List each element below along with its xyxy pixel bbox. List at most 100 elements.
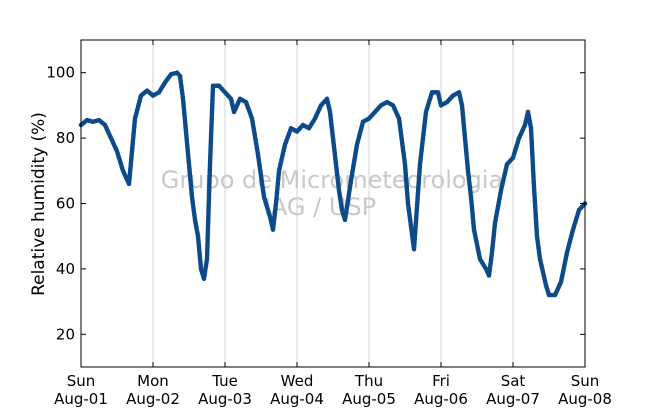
data-point-interp — [113, 147, 119, 152]
data-point-interp — [564, 252, 569, 257]
data-point-interp — [195, 231, 200, 237]
y-tick-label-20: 20 — [56, 325, 75, 343]
data-point-interp — [161, 82, 167, 87]
data-point-interp — [198, 264, 204, 270]
data-point-interp — [377, 104, 382, 110]
data-point-interp — [498, 190, 503, 195]
data-point-interp — [423, 111, 429, 117]
data-point-interp — [183, 127, 189, 132]
data-point-interp — [299, 124, 304, 129]
x-tick-date-0: Aug-01 — [54, 390, 108, 408]
data-point-interp — [449, 94, 454, 100]
data-point-interp — [180, 94, 185, 99]
data-point-interp — [276, 170, 282, 176]
x-tick-day-2: Tue — [211, 372, 238, 390]
data-point-interp — [543, 280, 548, 286]
x-tick-date-2: Aug-03 — [198, 390, 252, 408]
data-point-interp — [570, 229, 575, 235]
data-point-interp — [120, 166, 125, 171]
x-tick-date-5: Aug-06 — [414, 390, 468, 408]
data-point-interp — [311, 118, 317, 123]
data-point-interp — [459, 100, 464, 106]
watermark: Grupo de Micrometeorologia IAG / USP — [161, 166, 503, 221]
x-tick-date-7: Aug-08 — [558, 390, 612, 408]
y-axis-ticks: 20 40 60 80 100 — [46, 64, 585, 343]
data-point-interp — [402, 159, 408, 165]
x-axis-ticks: SunAug-01MonAug-02TueAug-03WedAug-04ThuA… — [54, 40, 612, 408]
x-tick-day-1: Mon — [137, 372, 169, 390]
watermark-line-1: Grupo de Micrometeorologia — [161, 166, 503, 194]
x-tick-day-4: Thu — [354, 372, 383, 390]
x-tick-day-7: Sun — [571, 372, 600, 390]
y-axis-label: Relative humidity (%) — [29, 112, 49, 296]
data-point-interp — [408, 221, 414, 227]
data-point-interp — [273, 203, 279, 208]
data-point-interp — [204, 258, 209, 264]
data-point-interp — [255, 150, 260, 155]
data-point-interp — [192, 215, 197, 220]
data-point-interp — [528, 123, 533, 129]
data-point-interp — [364, 117, 370, 122]
data-point-interp — [327, 107, 332, 113]
data-point-interp — [282, 144, 287, 150]
x-tick-day-3: Wed — [281, 372, 314, 390]
data-point-interp — [248, 114, 254, 119]
data-point-interp — [214, 83, 220, 89]
data-point-interp — [388, 102, 394, 107]
data-point-interp — [241, 98, 247, 104]
data-point-interp — [504, 164, 509, 169]
data-point-interp — [482, 264, 488, 270]
data-point-interp — [129, 151, 135, 156]
data-point-interp — [154, 91, 160, 96]
data-point-interp — [382, 100, 388, 106]
data-point-interp — [489, 252, 495, 258]
y-tick-label-80: 80 — [56, 129, 75, 147]
data-point-interp — [330, 133, 336, 139]
data-point-interp — [521, 124, 527, 130]
data-point-interp — [172, 70, 178, 76]
data-point-interp — [405, 199, 411, 204]
data-point-interp — [395, 114, 401, 119]
x-tick-date-3: Aug-04 — [270, 390, 324, 408]
data-point-interp — [534, 231, 540, 237]
data-point-interp — [348, 180, 353, 186]
data-point-interp — [492, 223, 498, 228]
watermark-line-2: IAG / USP — [264, 193, 376, 221]
data-point-interp — [333, 159, 339, 165]
x-tick-day-6: Sat — [501, 372, 526, 390]
data-point-interp — [516, 137, 521, 143]
data-point-interp — [471, 225, 477, 230]
data-point-interp — [227, 94, 232, 100]
x-tick-date-1: Aug-02 — [126, 390, 180, 408]
data-point-interp — [336, 185, 342, 191]
data-point-interp — [465, 166, 471, 171]
data-point-interp — [468, 192, 474, 198]
x-tick-date-4: Aug-05 — [342, 390, 396, 408]
data-point-interp — [442, 100, 448, 106]
data-point-interp — [176, 72, 181, 77]
data-point-interp — [189, 192, 195, 198]
data-point-interp — [417, 164, 423, 169]
data-point-interp — [477, 254, 482, 260]
y-tick-label-60: 60 — [56, 195, 75, 213]
data-point-interp — [557, 281, 563, 287]
data-point-interp — [83, 119, 88, 124]
data-point-interp — [509, 157, 514, 162]
data-point-interp — [221, 88, 226, 93]
data-point-interp — [138, 95, 143, 100]
data-points — [78, 70, 588, 298]
data-point-interp — [576, 209, 581, 215]
data-point-interp — [462, 133, 468, 139]
data-point-interp — [292, 128, 298, 133]
data-point-interp — [354, 144, 359, 150]
y-tick-label-40: 40 — [56, 260, 75, 278]
data-point-interp — [149, 92, 154, 97]
data-point-interp — [360, 121, 365, 127]
data-point-interp — [94, 118, 100, 123]
data-point-interp — [339, 205, 344, 211]
data-point-interp — [267, 212, 272, 217]
y-tick-label-100: 100 — [46, 64, 75, 82]
data-point-interp — [207, 164, 213, 169]
